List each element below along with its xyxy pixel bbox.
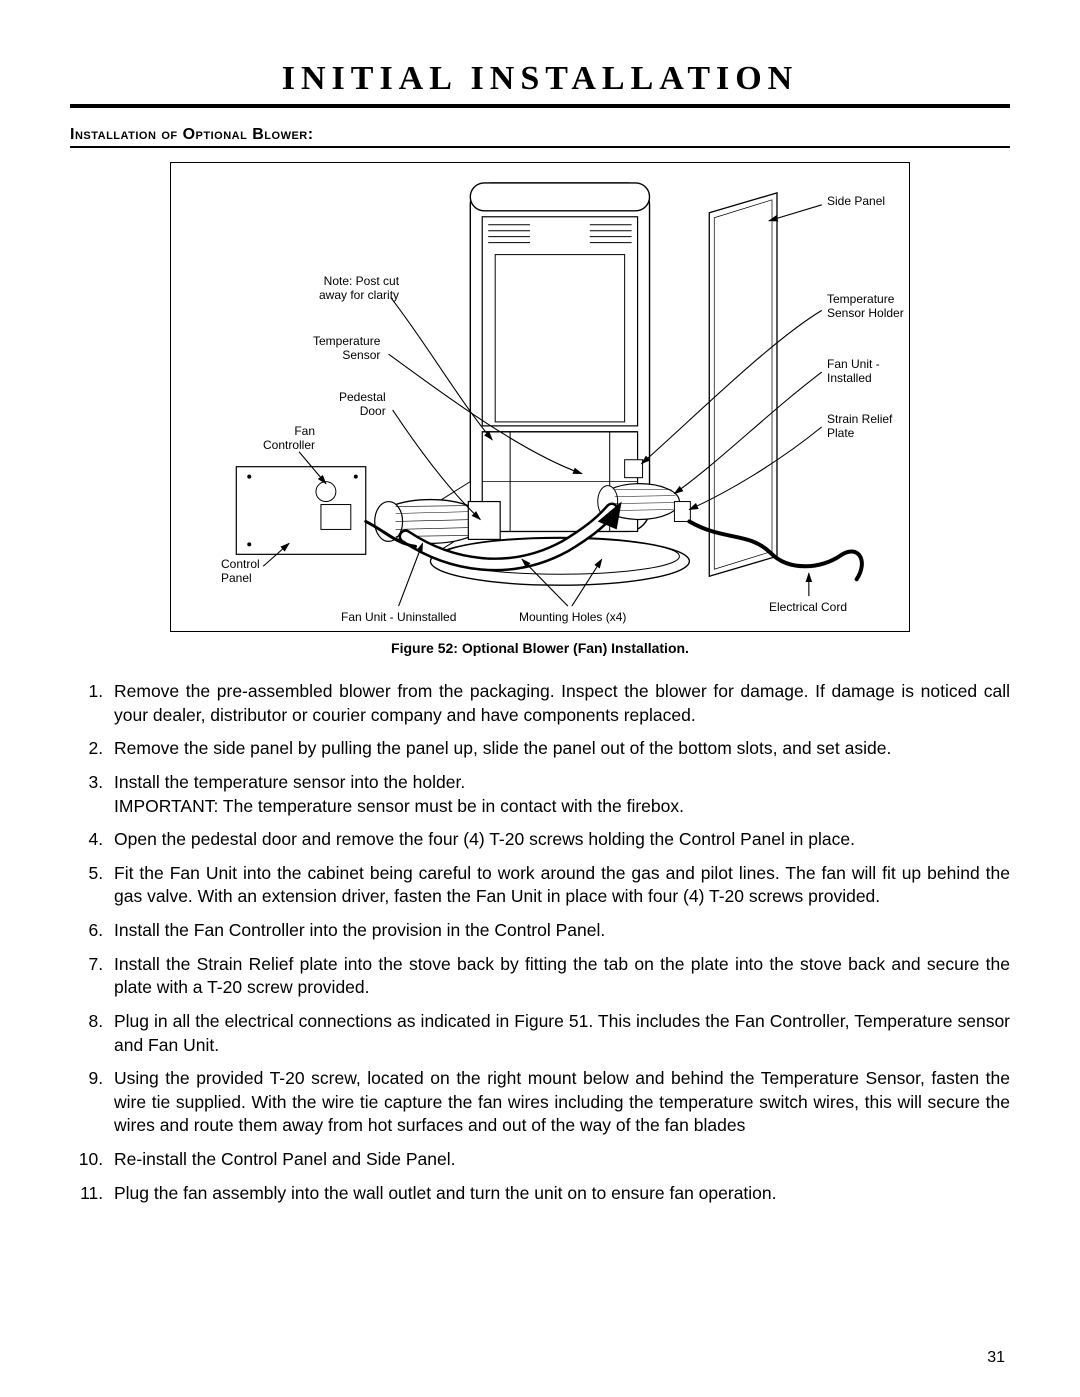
- label-temp-sensor-holder: Temperature Sensor Holder: [827, 293, 904, 321]
- step-item: Open the pedestal door and remove the fo…: [108, 828, 1010, 852]
- steps-list: Remove the pre-assembled blower from the…: [70, 680, 1010, 1205]
- step-item: Install the temperature sensor into the …: [108, 771, 1010, 818]
- label-pedestal-door: Pedestal Door: [339, 391, 386, 419]
- figure-caption: Figure 52: Optional Blower (Fan) Install…: [70, 640, 1010, 656]
- label-mounting-holes: Mounting Holes (x4): [519, 611, 626, 625]
- label-electrical-cord: Electrical Cord: [769, 601, 847, 615]
- page: Initial Installation Installation of Opt…: [0, 0, 1080, 1397]
- label-fan-uninstalled: Fan Unit - Uninstalled: [341, 611, 456, 625]
- step-item: Re-install the Control Panel and Side Pa…: [108, 1148, 1010, 1172]
- label-control-panel: Control Panel: [221, 558, 260, 586]
- strain-relief-shape: [674, 502, 690, 522]
- figure-box: Side Panel Temperature Sensor Holder Fan…: [170, 162, 910, 632]
- label-note-post: Note: Post cut away for clarity: [319, 275, 399, 303]
- step-item: Using the provided T-20 screw, located o…: [108, 1067, 1010, 1138]
- step-item: Plug the fan assembly into the wall outl…: [108, 1182, 1010, 1206]
- step-item: Remove the pre-assembled blower from the…: [108, 680, 1010, 727]
- control-panel-shape: [236, 467, 365, 555]
- step-item: Install the Fan Controller into the prov…: [108, 919, 1010, 943]
- label-temp-sensor: Temperature Sensor: [313, 335, 380, 363]
- diagram-svg: [171, 163, 909, 631]
- step-item: Fit the Fan Unit into the cabinet being …: [108, 862, 1010, 909]
- section-heading: Installation of Optional Blower:: [70, 126, 1010, 148]
- label-strain-relief: Strain Relief Plate: [827, 413, 892, 441]
- step-item: Install the Strain Relief plate into the…: [108, 953, 1010, 1000]
- page-title: Initial Installation: [70, 60, 1010, 108]
- step-item: Plug in all the electrical connections a…: [108, 1010, 1010, 1057]
- side-panel-shape: [709, 193, 777, 576]
- label-side-panel: Side Panel: [827, 195, 885, 209]
- step-item: Remove the side panel by pulling the pan…: [108, 737, 1010, 761]
- figure-wrap: Side Panel Temperature Sensor Holder Fan…: [70, 162, 1010, 632]
- label-fan-controller: Fan Controller: [263, 425, 315, 453]
- temp-sensor-holder-shape: [625, 460, 643, 478]
- page-number: 31: [987, 1349, 1005, 1367]
- label-fan-unit-installed: Fan Unit - Installed: [827, 358, 880, 386]
